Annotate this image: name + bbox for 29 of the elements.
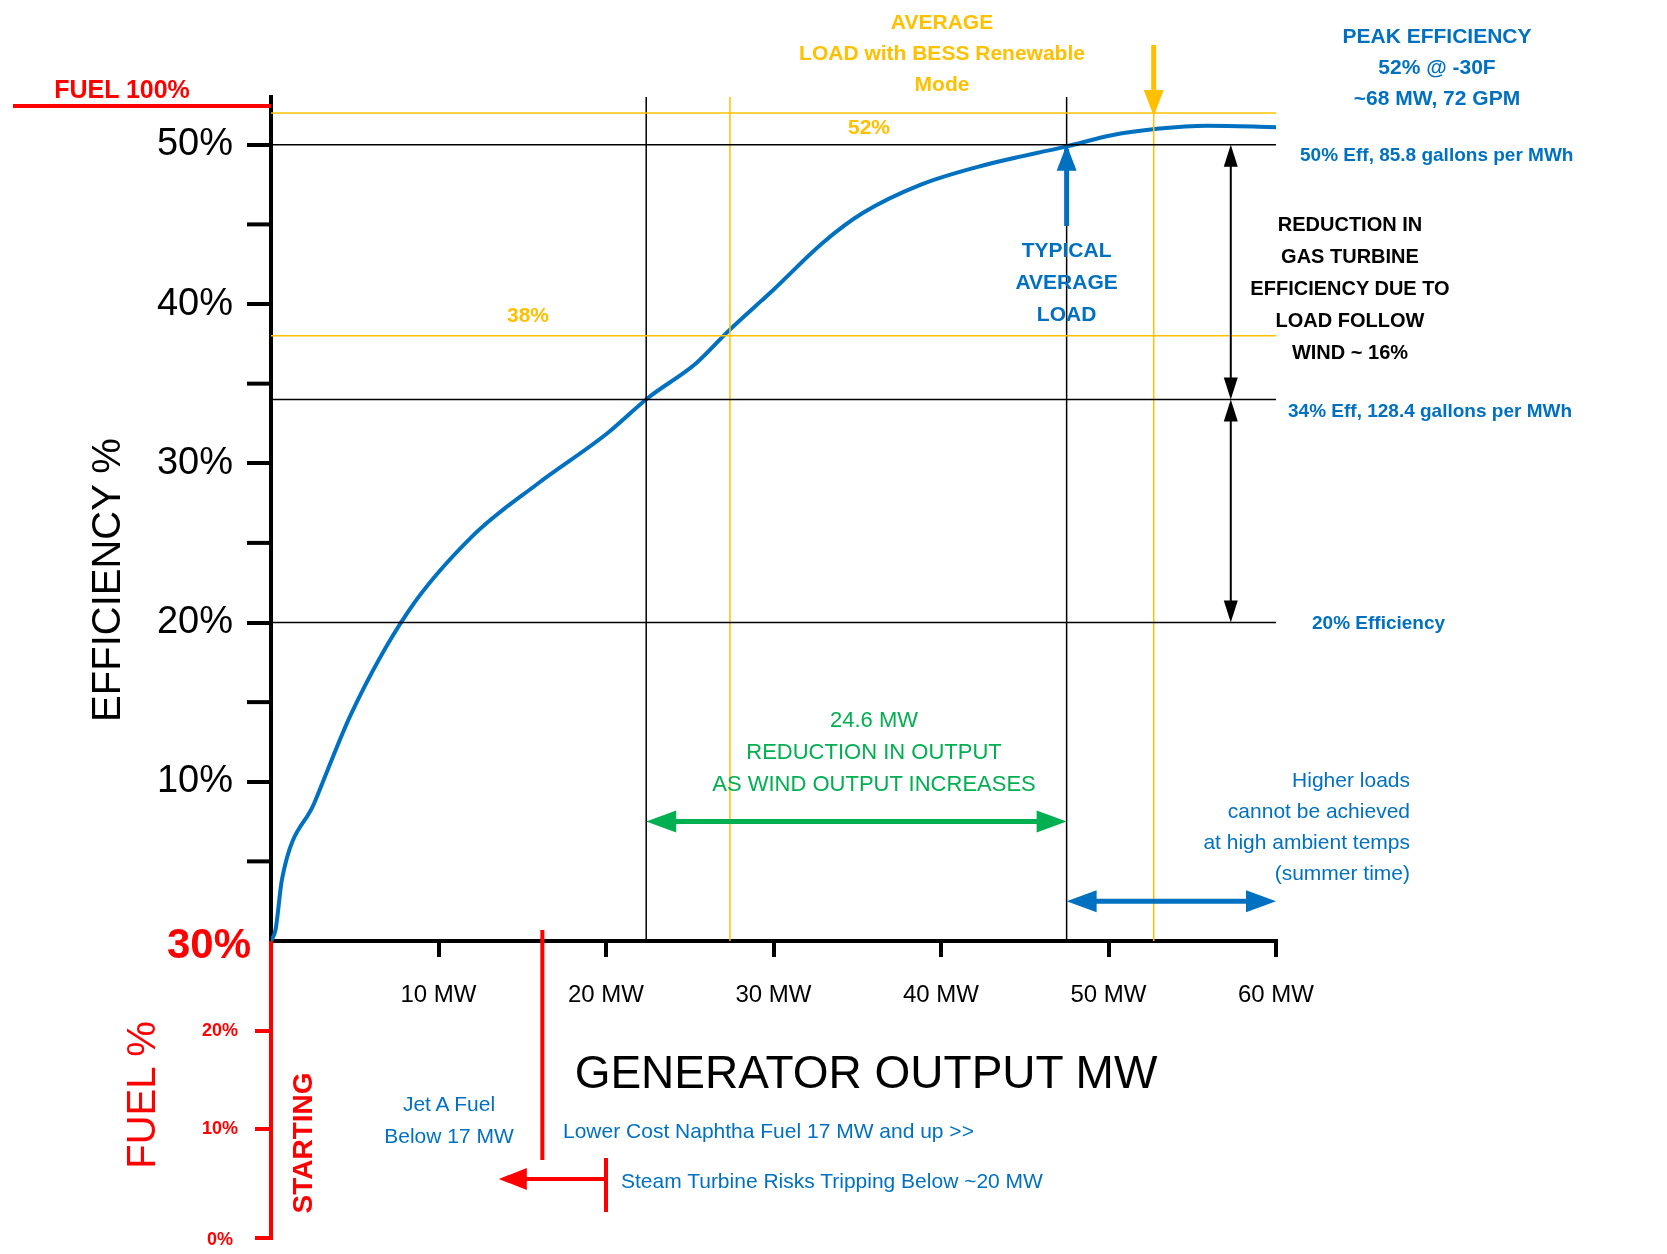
text: FUEL % [118,1021,164,1169]
x-tick-label: 20 MW [567,980,645,1008]
x-tick-label: 40 MW [902,980,980,1008]
annotation: REDUCTION IN GAS TURBINE EFFICIENCY DUE TO LOAD FOLLOW WIND ~ 16% [1250,212,1450,365]
text: Steam Turbine Risks Tripping Below ~20 MW [621,1168,1043,1194]
x-tick-label: 50 MW [1070,980,1147,1008]
x-axis-title: GENERATOR OUTPUT MW [574,1044,1158,1100]
text: 20% Efficiency [1312,611,1446,635]
y-tick-label: 50% [156,121,233,164]
annotation: 52% [847,114,890,140]
text: 50% Eff, 85.8 gallons per MWh [1300,143,1574,167]
text: Lower Cost Naphtha Fuel 17 MW and up >> [563,1118,974,1144]
y-tick-label: 40% [156,280,233,323]
text: 34% Eff, 128.4 gallons per MWh [1288,399,1573,423]
x-tick-label: 30 MW [735,980,812,1008]
annotation: Higher loads cannot be achieved at high ambient temps (summer time) [1203,767,1410,886]
x-tick-label: 60 MW [1237,980,1315,1008]
annotation: 38% [506,302,550,328]
text: PEAK EFFICIENCY 52% @ -30F ~68 MW, 72 GPM [1342,23,1532,111]
y-tick-label: 30% [156,439,233,482]
text: Jet A Fuel Below 17 MW [384,1091,514,1149]
x-tick-label: 10 MW [400,980,477,1008]
text: 0% [206,1228,234,1252]
annotation: STARTING [286,1072,320,1214]
annotation: AVERAGE LOAD with BESS Renewable Mode [799,9,1085,97]
y-axis-title: EFFICIENCY % [83,438,129,722]
y-tick-label: 10% [156,758,233,801]
text: FUEL 100% [54,74,190,105]
y-tick-label: 20% [156,598,233,641]
